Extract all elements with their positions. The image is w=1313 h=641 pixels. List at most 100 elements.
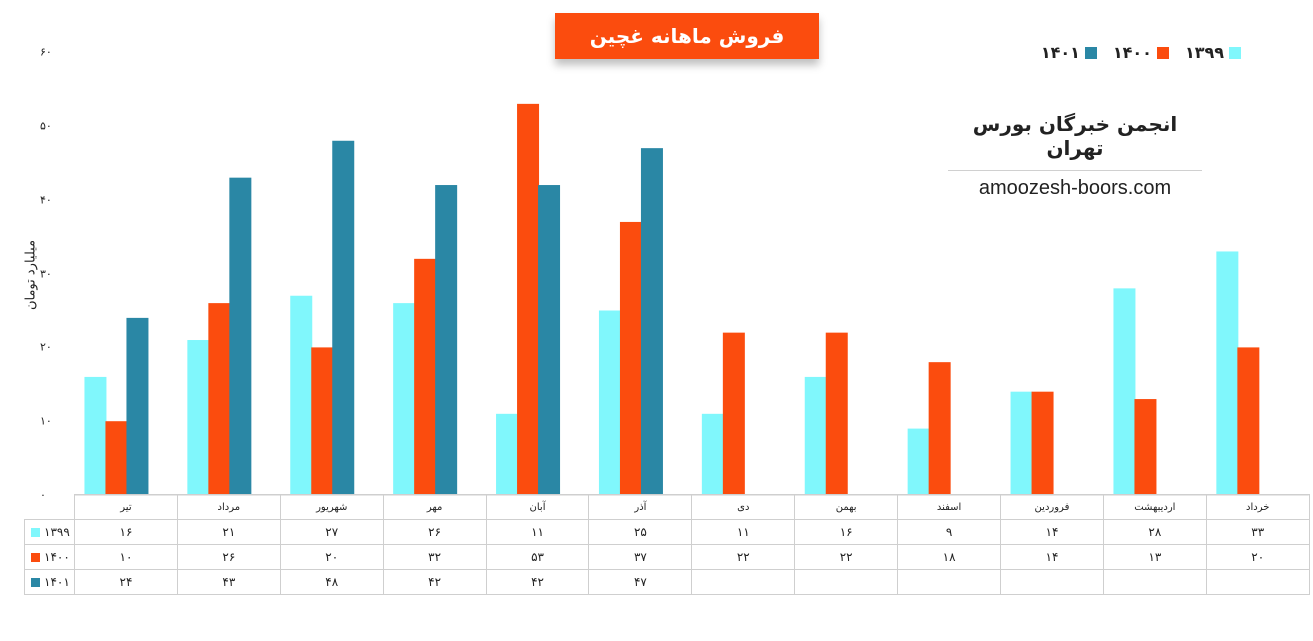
y-tick-label: ۲۰ — [40, 340, 52, 354]
bar-۱۳۹۹-آبان — [496, 413, 519, 495]
bar-۱۳۹۹-مهر — [393, 303, 416, 495]
bar-۱۴۰۰-تیر — [105, 421, 128, 495]
data-label: ۲۶ — [382, 519, 487, 545]
table-row: ۱۳۹۹ ۱۶ ۲۱ ۲۷ ۲۶ ۱۱ ۲۵ ۱۱ ۱۶ ۹ ۱۴ ۲۸ ۳۳ — [24, 519, 1310, 545]
bar-۱۴۰۰-اردیبهشت — [1134, 399, 1157, 495]
bar-۱۴۰۰-بهمن — [825, 332, 848, 495]
bar-۱۳۹۹-شهریور — [290, 295, 313, 495]
data-label: ۲۰ — [279, 544, 384, 570]
table-row-swatch — [31, 553, 40, 562]
data-table: تیر مرداد شهریور مهر آبان آذر دی بهمن اسفند فرورد… — [24, 494, 1310, 595]
x-tick-label: آبان — [485, 494, 590, 520]
table-row-series-name: ۱۴۰۰ — [44, 550, 70, 564]
legend-item-1401: ۱۴۰۱ — [1041, 43, 1097, 62]
chart-title-text: فروش ماهانه غچین — [589, 24, 785, 48]
bar-۱۳۹۹-بهمن — [804, 376, 827, 495]
legend-label-1400: ۱۴۰۰ — [1112, 43, 1152, 62]
table-row-series-name: ۱۳۹۹ — [44, 525, 70, 539]
bar-۱۴۰۰-آبان — [517, 103, 540, 496]
data-label: ۴۷ — [588, 569, 693, 595]
table-corner — [24, 494, 75, 520]
data-label — [1000, 569, 1104, 595]
legend-swatch-1400 — [1156, 46, 1169, 59]
bar-۱۴۰۱-شهریور — [332, 140, 355, 495]
x-tick-label: اسفند — [897, 494, 1002, 520]
data-label: ۴۳ — [176, 569, 281, 595]
bar-۱۴۰۰-مرداد — [208, 303, 231, 495]
data-label: ۳۳ — [1205, 519, 1310, 545]
y-axis-label: میلیارد تومان — [23, 239, 39, 311]
bar-۱۳۹۹-تیر — [84, 376, 107, 495]
x-tick-label: دی — [691, 494, 796, 520]
bar-۱۳۹۹-اردیبهشت — [1113, 288, 1136, 495]
data-label: ۹ — [897, 519, 1002, 545]
data-label: ۲۲ — [691, 544, 796, 570]
bar-۱۴۰۰-دی — [722, 332, 745, 495]
data-label: ۳۲ — [382, 544, 487, 570]
data-label: ۲۵ — [588, 519, 693, 545]
bar-۱۳۹۹-اسفند — [907, 428, 930, 495]
legend-item-1399: ۱۳۹۹ — [1185, 43, 1241, 62]
table-row-swatch — [31, 578, 40, 587]
data-label: ۴۸ — [279, 569, 384, 595]
table-row-header: ۱۳۹۹ — [24, 519, 75, 545]
y-tick-label: ۶۰ — [40, 45, 52, 59]
x-tick-label: شهریور — [279, 494, 384, 520]
bar-۱۳۹۹-دی — [701, 413, 724, 495]
data-label: ۱۴ — [1000, 544, 1104, 570]
bar-۱۳۹۹-آذر — [598, 310, 621, 495]
legend-swatch-1399 — [1229, 46, 1241, 59]
bar-۱۴۰۱-مرداد — [229, 177, 252, 495]
data-label — [1205, 569, 1310, 595]
data-label — [897, 569, 1002, 595]
legend: ۱۳۹۹ ۱۴۰۰ ۱۴۰۱ — [1041, 43, 1241, 62]
data-label: ۴۲ — [485, 569, 590, 595]
bar-۱۴۰۱-آبان — [538, 185, 561, 496]
data-label: ۱۱ — [485, 519, 590, 545]
data-label: ۲۱ — [176, 519, 281, 545]
y-tick-label: ۳۰ — [40, 267, 52, 281]
bar-۱۳۹۹-خرداد — [1216, 251, 1239, 495]
table-header-row: تیر مرداد شهریور مهر آبان آذر دی بهمن اسفند فرورد… — [24, 494, 1310, 520]
x-tick-label: بهمن — [794, 494, 899, 520]
bar-۱۴۰۰-خرداد — [1237, 347, 1260, 495]
table-row-series-name: ۱۴۰۱ — [44, 575, 70, 589]
data-label: ۲۷ — [279, 519, 384, 545]
x-tick-label: خرداد — [1205, 494, 1310, 520]
table-row: ۱۴۰۱ ۲۴ ۴۳ ۴۸ ۴۲ ۴۲ ۴۷ — [24, 569, 1310, 595]
data-label: ۱۸ — [897, 544, 1002, 570]
chart-title: فروش ماهانه غچین — [555, 13, 819, 59]
table-row-header: ۱۴۰۰ — [24, 544, 75, 570]
x-tick-label: آذر — [588, 494, 693, 520]
bar-۱۴۰۰-آذر — [619, 221, 642, 495]
bar-۱۴۰۱-آذر — [640, 148, 663, 495]
bar-۱۳۹۹-مرداد — [187, 340, 210, 495]
y-tick-label: ۴۰ — [40, 193, 52, 207]
data-label: ۳۷ — [588, 544, 693, 570]
data-label: ۴۲ — [382, 569, 487, 595]
bar-۱۴۰۰-مهر — [414, 258, 437, 495]
bar-۱۴۰۱-مهر — [435, 185, 458, 496]
data-label: ۲۲ — [794, 544, 899, 570]
y-tick-label: ۱۰ — [40, 414, 52, 428]
table-row: ۱۴۰۰ ۱۰ ۲۶ ۲۰ ۳۲ ۵۳ ۳۷ ۲۲ ۲۲ ۱۸ ۱۴ ۱۳ ۲۰ — [24, 544, 1310, 570]
brand-name: انجمن خبرگان بورس تهران — [948, 112, 1202, 171]
bar-۱۴۰۰-اسفند — [928, 362, 951, 495]
bar-۱۳۹۹-فروردین — [1010, 391, 1033, 495]
legend-label-1399: ۱۳۹۹ — [1184, 43, 1224, 62]
data-label: ۱۶ — [74, 519, 178, 545]
data-label: ۱۱ — [691, 519, 796, 545]
data-label: ۲۸ — [1102, 519, 1207, 545]
x-tick-label: تیر — [74, 494, 178, 520]
data-label: ۱۶ — [794, 519, 899, 545]
brand-block: انجمن خبرگان بورس تهران amoozesh-boors.c… — [948, 112, 1202, 200]
legend-item-1400: ۱۴۰۰ — [1113, 43, 1169, 62]
bar-۱۴۰۰-فروردین — [1031, 391, 1054, 495]
table-row-swatch — [31, 528, 40, 537]
y-tick-label: ۵۰ — [40, 119, 52, 133]
x-tick-label: مهر — [382, 494, 487, 520]
data-label: ۵۳ — [485, 544, 590, 570]
bar-۱۴۰۰-شهریور — [311, 347, 334, 495]
data-label: ۱۰ — [74, 544, 178, 570]
